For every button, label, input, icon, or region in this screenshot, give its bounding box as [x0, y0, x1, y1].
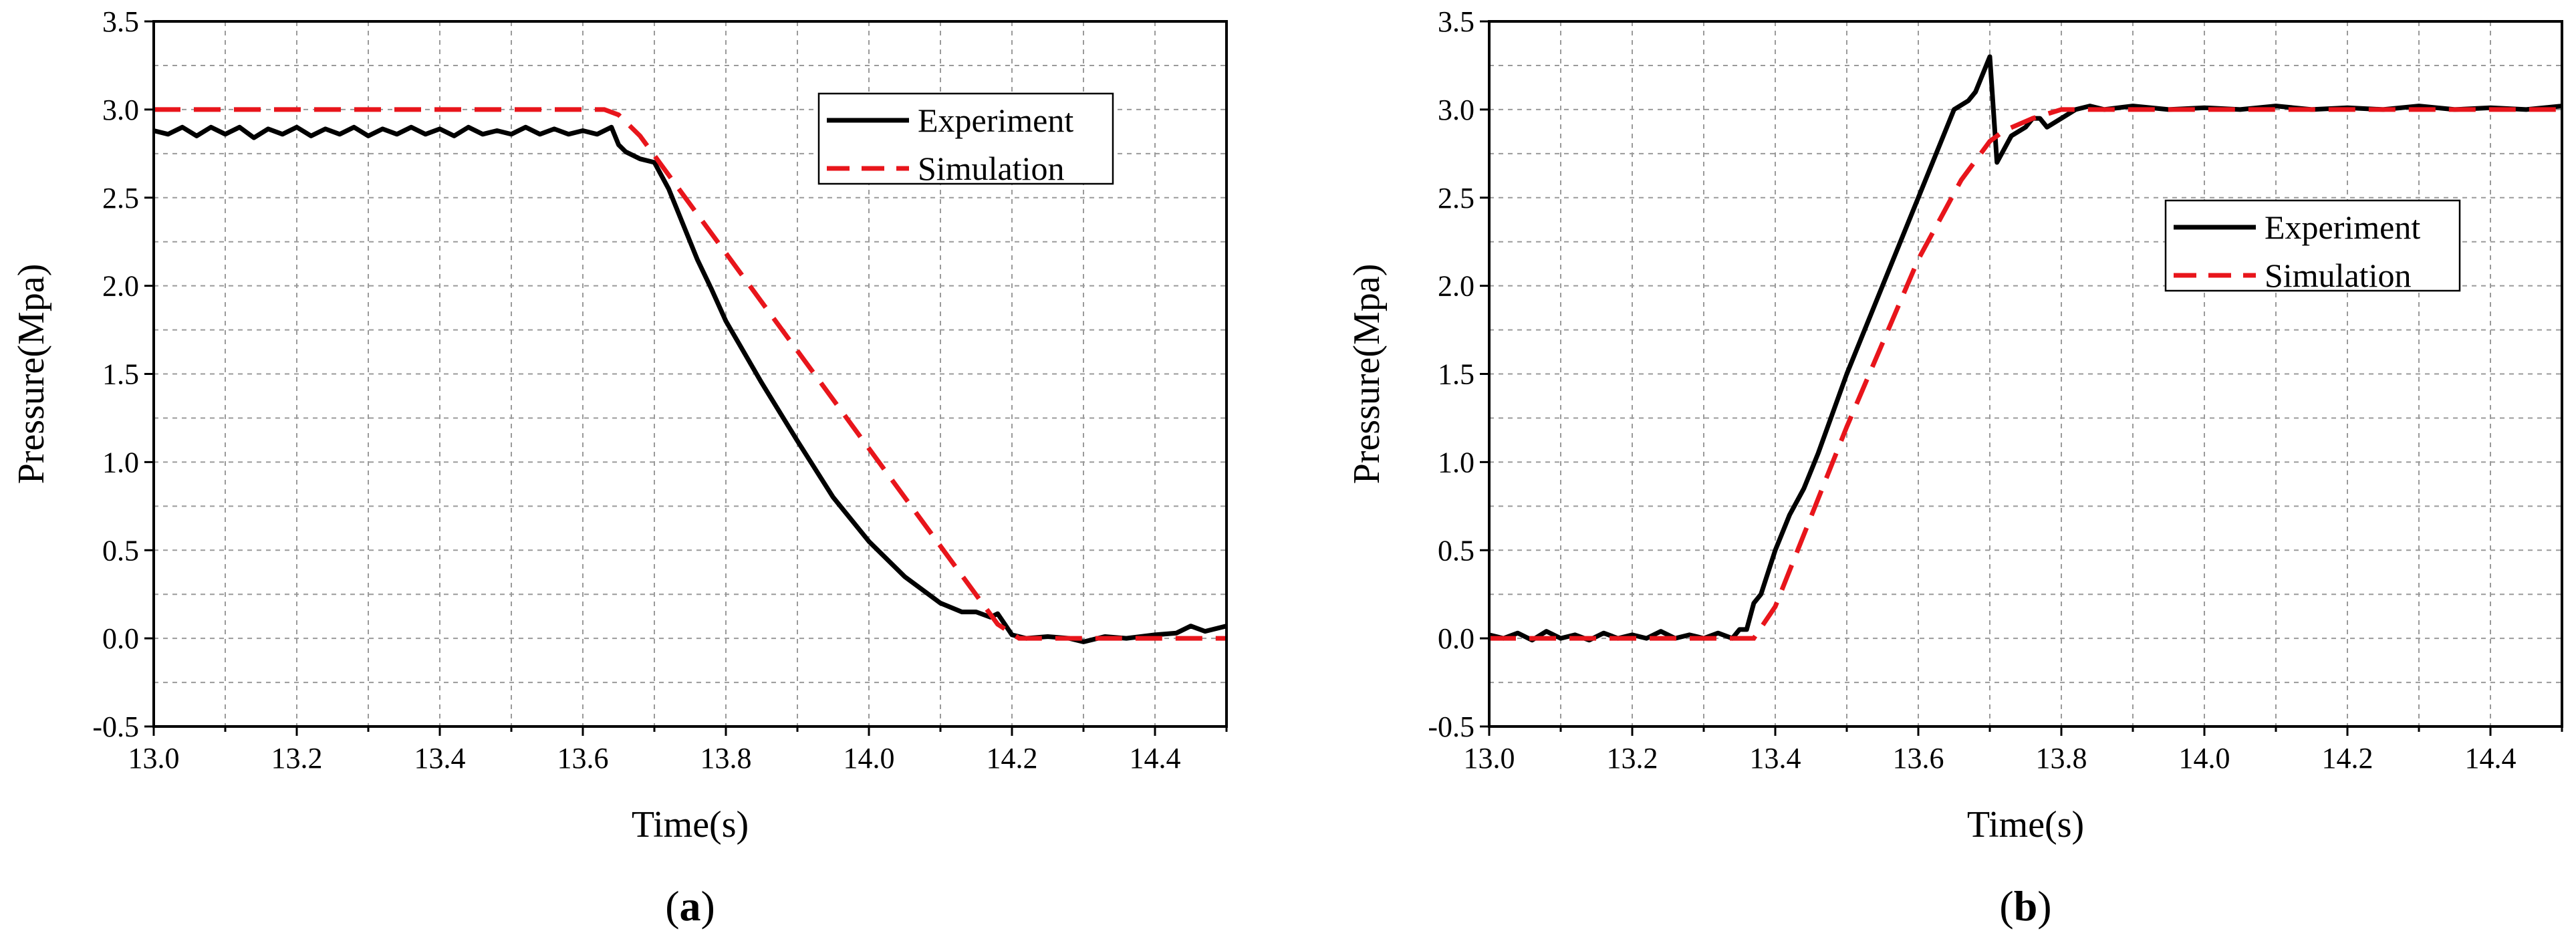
legend-label-simulation-b: Simulation [2265, 257, 2411, 294]
y-tick-label: 1.0 [1438, 446, 1474, 479]
y-tick-label: 2.5 [1438, 182, 1474, 215]
x-tick-label: 13.8 [700, 742, 752, 775]
y-tick-label: -0.5 [92, 710, 139, 743]
chart-panel-a: 13.0 13.2 13.4 13.6 13.8 14.0 14.2 14.4 -0.5 0.0… [11, 5, 1228, 930]
x-axis-title-b: Time(s) [1967, 804, 2084, 845]
legend-label-experiment-b: Experiment [2265, 209, 2420, 246]
x-tick-label: 13.0 [128, 742, 180, 775]
y-tick-label: 1.5 [102, 358, 139, 391]
x-tick-label: 13.8 [2036, 742, 2087, 775]
y-axis-title-a: Pressure(Mpa) [11, 264, 52, 485]
x-tick-label: 13.0 [1464, 742, 1515, 775]
y-tick-label: 2.0 [102, 270, 139, 303]
y-tick-label: 1.5 [1438, 358, 1474, 391]
chart-panel-b: 13.0 13.2 13.4 13.6 13.8 14.0 14.2 14.4 -0.5 0.0… [1346, 5, 2563, 930]
x-tick-labels-b: 13.0 13.2 13.4 13.6 13.8 14.0 14.2 14.4 [1464, 742, 2517, 775]
x-tick-label: 13.2 [1607, 742, 1658, 775]
y-tick-label: 3.5 [1438, 5, 1474, 38]
series-group-a [153, 107, 1227, 644]
y-tick-label: 3.0 [102, 94, 139, 126]
x-tick-label: 14.0 [2179, 742, 2230, 775]
y-tick-label: 1.0 [102, 446, 139, 479]
y-tick-label: 0.5 [102, 534, 139, 567]
y-tick-label: -0.5 [1428, 710, 1474, 743]
y-tick-labels-a: -0.5 0.0 0.5 1.0 1.5 2.0 2.5 3.0 3.5 [92, 5, 139, 743]
x-tick-label: 14.2 [987, 742, 1038, 775]
y-tick-label: 0.5 [1438, 534, 1474, 567]
y-tick-label: 3.0 [1438, 94, 1474, 126]
series-group-b [1489, 54, 2563, 643]
legend-a: Experiment Simulation [817, 92, 1114, 187]
panel-label-letter-b: b [2014, 882, 2038, 930]
x-tick-label: 14.4 [1130, 742, 1181, 775]
x-tick-label: 13.4 [1750, 742, 1801, 775]
series-line-experiment-b [1489, 54, 2563, 643]
legend-label-simulation-a: Simulation [918, 150, 1064, 187]
x-tick-label: 14.0 [844, 742, 895, 775]
y-tick-label: 0.0 [102, 622, 139, 655]
y-tick-labels-b: -0.5 0.0 0.5 1.0 1.5 2.0 2.5 3.0 3.5 [1428, 5, 1474, 743]
y-tick-label: 0.0 [1438, 622, 1474, 655]
grid-a [154, 21, 1227, 726]
ticks-b [1480, 20, 2563, 736]
legend-label-experiment-a: Experiment [918, 102, 1073, 139]
x-tick-label: 13.6 [557, 742, 609, 775]
x-tick-label: 13.2 [271, 742, 323, 775]
x-axis-title-a: Time(s) [632, 804, 749, 845]
x-tick-label: 14.2 [2322, 742, 2373, 775]
legend-b: Experiment Simulation [2164, 199, 2461, 294]
y-tick-label: 3.5 [102, 5, 139, 38]
ticks-a [144, 20, 1228, 736]
x-tick-label: 13.6 [1893, 742, 1944, 775]
panel-label-b: (b) [1999, 882, 2051, 930]
x-tick-labels-a: 13.0 13.2 13.4 13.6 13.8 14.0 14.2 14.4 [128, 742, 1181, 775]
x-tick-label: 14.4 [2465, 742, 2517, 775]
series-line-simulation-b [1489, 107, 2562, 641]
panel-label-a: (a) [665, 882, 715, 930]
y-tick-label: 2.5 [102, 182, 139, 215]
y-tick-label: 2.0 [1438, 270, 1474, 303]
panel-label-letter-a: a [680, 882, 701, 930]
y-axis-title-b: Pressure(Mpa) [1346, 264, 1388, 485]
series-line-simulation-a [154, 107, 1227, 641]
x-tick-label: 13.4 [414, 742, 466, 775]
